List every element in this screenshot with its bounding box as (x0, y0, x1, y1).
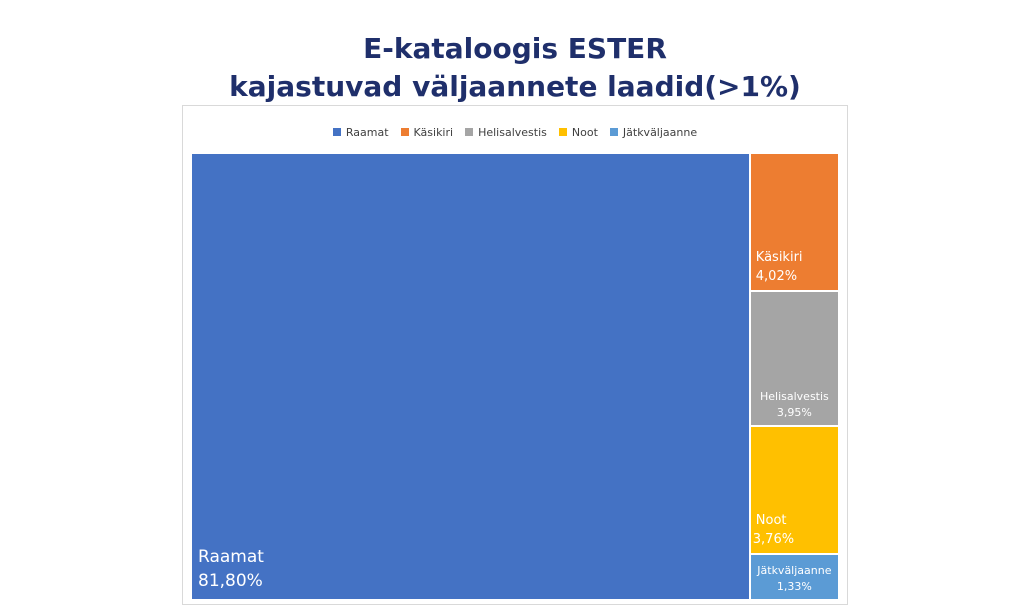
treemap-tile-label: Jätkväljaanne 1,33% (751, 563, 838, 595)
legend-swatch (558, 128, 567, 136)
treemap-tile-4: Jätkväljaanne 1,33% (749, 554, 839, 600)
tile-category-label: Raamat (198, 547, 264, 567)
treemap-tile-0: Raamat 81,80% (191, 153, 750, 600)
legend-label: Noot (571, 125, 598, 139)
chart-title-line-2: kajastuvad väljaannete laadid(>1%) (229, 70, 801, 103)
treemap-tile-label: Käsikiri 4,02% (756, 248, 803, 286)
legend-label: Helisalvestis (478, 125, 547, 139)
treemap-tile-label: Raamat 81,80% (198, 545, 264, 593)
tile-category-label: Helisalvestis (759, 389, 829, 403)
chart-legend: Raamat Käsikiri Helisalvestis Noot Jätkvälja… (182, 124, 848, 140)
tile-value-label: 3,95% (776, 405, 812, 419)
tile-value-label: 81,80% (198, 571, 263, 591)
legend-item-1: Käsikiri (400, 125, 454, 139)
legend-label: Raamat (345, 125, 389, 139)
legend-swatch (609, 128, 618, 136)
legend-swatch (332, 128, 341, 136)
treemap-tile-3: Noot 3,76% (749, 425, 839, 555)
tile-value-label: 1,33% (776, 579, 812, 593)
treemap-tile-label: Noot 3,76% (752, 511, 795, 549)
legend-swatch (400, 128, 409, 136)
tile-category-label: Jätkväljaanne (757, 563, 832, 577)
tile-value-label: 4,02% (755, 268, 798, 284)
treemap-tile-1: Käsikiri 4,02% (749, 153, 839, 291)
tile-category-label: Noot (755, 513, 787, 529)
chart-area (182, 105, 848, 605)
legend-label: Käsikiri (413, 125, 454, 139)
chart-title-line-1: E-kataloogis ESTER (363, 32, 667, 65)
treemap-tile-label: Helisalvestis 3,95% (751, 389, 838, 421)
legend-item-2: Helisalvestis (465, 126, 547, 139)
chart-title: E-kataloogis ESTER kajastuvad väljaannet… (0, 30, 1030, 106)
tile-value-label: 3,76% (752, 532, 795, 548)
legend-swatch (465, 128, 474, 136)
legend-item-0: Raamat (332, 125, 389, 139)
tile-category-label: Käsikiri (755, 249, 803, 265)
legend-item-4: Jätkväljaanne (609, 125, 698, 139)
legend-label: Jätkväljaanne (622, 125, 698, 139)
treemap-tile-2: Helisalvestis 3,95% (749, 290, 839, 426)
legend-item-3: Noot (558, 125, 598, 139)
